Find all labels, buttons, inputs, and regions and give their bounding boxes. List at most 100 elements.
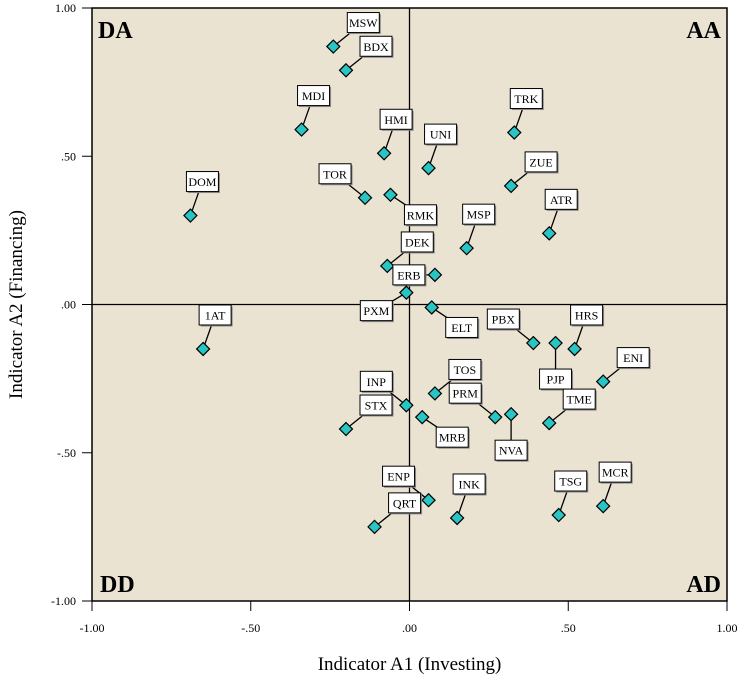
- point-label: INK: [458, 477, 480, 491]
- diamond-marker: [595, 374, 611, 389]
- diamond-marker: [338, 421, 354, 437]
- data-point-rmk: RMK: [383, 187, 438, 227]
- data-point-dek: DEK: [379, 231, 435, 274]
- diamond-marker: [398, 285, 414, 300]
- diamond-marker: [376, 145, 392, 161]
- point-label: TOS: [454, 363, 476, 377]
- point-label: ATR: [550, 193, 573, 207]
- data-point-elt: ELT: [424, 300, 480, 339]
- data-point-zue: ZUE: [503, 151, 559, 194]
- data-point-hmi: HMI: [376, 108, 414, 161]
- data-point-uni: UNI: [421, 123, 459, 176]
- point-label: PJP: [547, 373, 565, 387]
- diamond-marker: [414, 409, 430, 425]
- data-point-inp: INP: [359, 370, 414, 413]
- diamond-marker: [421, 492, 436, 508]
- label-box: [452, 473, 486, 495]
- data-point-tor: TOR: [318, 163, 373, 206]
- data-point-hrs: HRS: [567, 304, 605, 357]
- label-box: [379, 108, 413, 130]
- label-box: [598, 461, 632, 483]
- diamond-marker: [427, 386, 443, 401]
- x-tick-label: -1.00: [80, 621, 105, 635]
- point-label: TRK: [514, 92, 538, 106]
- diamond-marker: [503, 406, 519, 422]
- label-box: [185, 171, 219, 193]
- point-label: MSP: [467, 208, 491, 222]
- data-point-tme: TME: [541, 388, 597, 431]
- label-box: [448, 382, 482, 404]
- point-label: PXM: [363, 304, 389, 318]
- diamond-marker: [459, 240, 474, 256]
- label-box: [509, 88, 543, 110]
- label-box: [359, 370, 393, 392]
- data-point-erb: ERB: [392, 264, 443, 287]
- label-box: [318, 163, 352, 185]
- label-box: [539, 368, 573, 390]
- point-label: HRS: [575, 308, 598, 322]
- point-label: TOR: [323, 167, 347, 181]
- diamond-marker: [325, 39, 341, 54]
- diamond-marker: [487, 409, 503, 425]
- point-label: MDI: [302, 89, 325, 103]
- label-box: [400, 231, 434, 253]
- data-point-qrt: QRT: [367, 492, 423, 535]
- diamond-marker: [503, 178, 519, 194]
- quadrant-label-bottom-right: AD: [686, 572, 721, 598]
- data-point-prm: PRM: [448, 382, 503, 425]
- point-label: INP: [367, 375, 387, 389]
- diamond-marker: [541, 225, 557, 241]
- point-label: BDX: [363, 40, 389, 54]
- quadrant-label-top-right: AA: [686, 18, 721, 44]
- label-box: [448, 358, 482, 380]
- label-box: [359, 300, 393, 322]
- label-box: [616, 347, 650, 369]
- data-point-pxm: PXM: [359, 285, 414, 323]
- label-box: [359, 394, 393, 416]
- point-label: MSW: [349, 16, 378, 30]
- data-point-mdi: MDI: [294, 85, 332, 137]
- diamond-marker: [548, 335, 563, 351]
- point-label: ENI: [623, 351, 643, 365]
- data-point-pbx: PBX: [486, 308, 541, 351]
- quadrant-label-top-left: DA: [98, 18, 133, 44]
- x-tick-label: 1.00: [717, 621, 738, 635]
- label-box: [297, 85, 331, 107]
- point-label: DEK: [405, 235, 430, 249]
- point-label: ENP: [387, 470, 410, 484]
- diamond-marker: [367, 519, 382, 535]
- point-label: 1AT: [205, 308, 226, 322]
- x-tick-label: .50: [561, 621, 576, 635]
- diamond-marker: [525, 335, 541, 351]
- point-label: UNI: [430, 128, 451, 142]
- point-label: MRB: [439, 431, 466, 445]
- diamond-marker: [421, 160, 436, 176]
- x-axis-title: Indicator A1 (Investing): [318, 654, 502, 675]
- data-point-eni: ENI: [595, 347, 651, 389]
- y-tick-label: .50: [61, 149, 76, 163]
- diamond-marker: [551, 507, 567, 523]
- point-label: ERB: [397, 268, 420, 282]
- data-point-msp: MSP: [459, 203, 497, 256]
- data-point-tsg: TSG: [551, 470, 589, 523]
- point-label: MCR: [602, 466, 629, 480]
- label-box: [388, 492, 422, 514]
- data-point-enp: ENP: [382, 465, 436, 508]
- diamond-marker: [294, 122, 309, 137]
- diamond-marker: [449, 510, 465, 526]
- diamond-marker: [183, 208, 198, 223]
- y-axis-title: Indicator A2 (Financing): [6, 210, 27, 399]
- diamond-marker: [541, 415, 557, 431]
- y-tick-label: -1.00: [51, 594, 76, 608]
- label-box: [424, 123, 458, 145]
- point-label: PBX: [492, 313, 516, 327]
- point-label: QRT: [393, 496, 417, 510]
- point-label: HMI: [384, 113, 407, 127]
- data-point-atr: ATR: [541, 188, 579, 241]
- data-point-ink: INK: [449, 473, 487, 526]
- label-box: [486, 308, 520, 330]
- label-box: [570, 304, 604, 326]
- label-box: [382, 465, 416, 487]
- label-box: [445, 316, 479, 338]
- label-box: [544, 188, 578, 210]
